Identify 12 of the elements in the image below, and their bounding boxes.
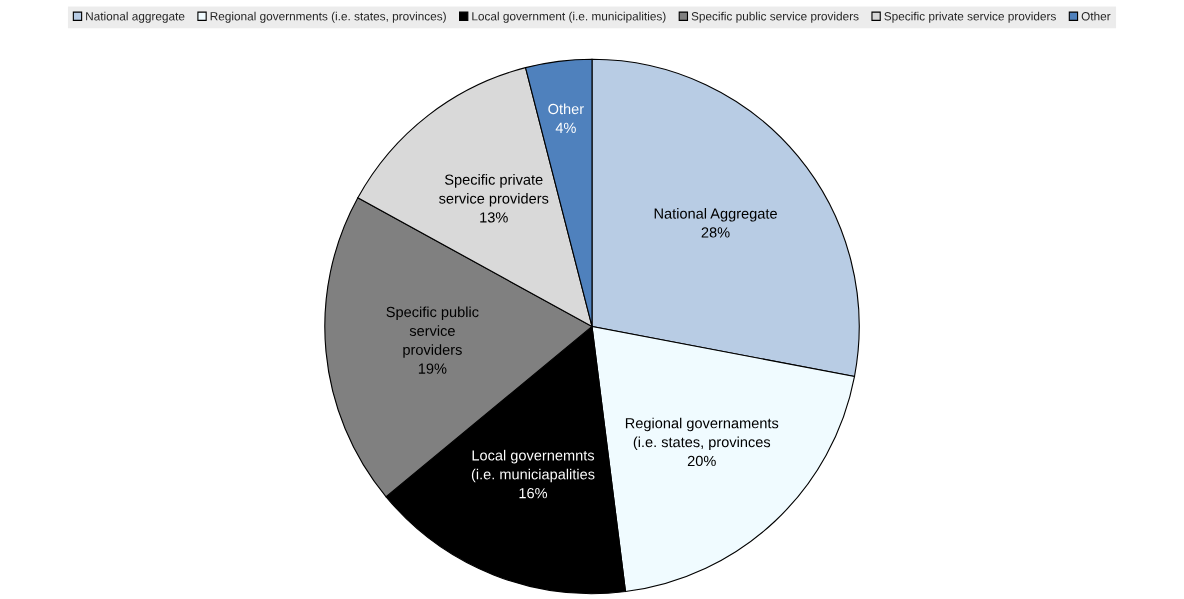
legend-label: Local government (i.e. municipalities) bbox=[472, 11, 666, 23]
data-label: Regional governaments (i.e. states, provinces 20% bbox=[625, 417, 779, 467]
data-label: Specific private service providers 13% bbox=[439, 174, 549, 223]
data-label: Local governemnts (i.e. municiapalities 16% bbox=[471, 449, 595, 499]
legend-label: Other bbox=[1081, 11, 1111, 21]
data-label: Other 4% bbox=[548, 103, 584, 133]
legend-label: Regional governments (i.e. states, provinces) bbox=[210, 11, 446, 23]
legend-label: National aggregate bbox=[86, 11, 185, 23]
legend-label: Specific private service providers bbox=[884, 11, 1056, 23]
data-label: Specific public service providers 19% bbox=[386, 306, 479, 374]
legend-label: Specific public service providers bbox=[691, 11, 859, 23]
data-label: National Aggregate 28% bbox=[654, 208, 777, 238]
